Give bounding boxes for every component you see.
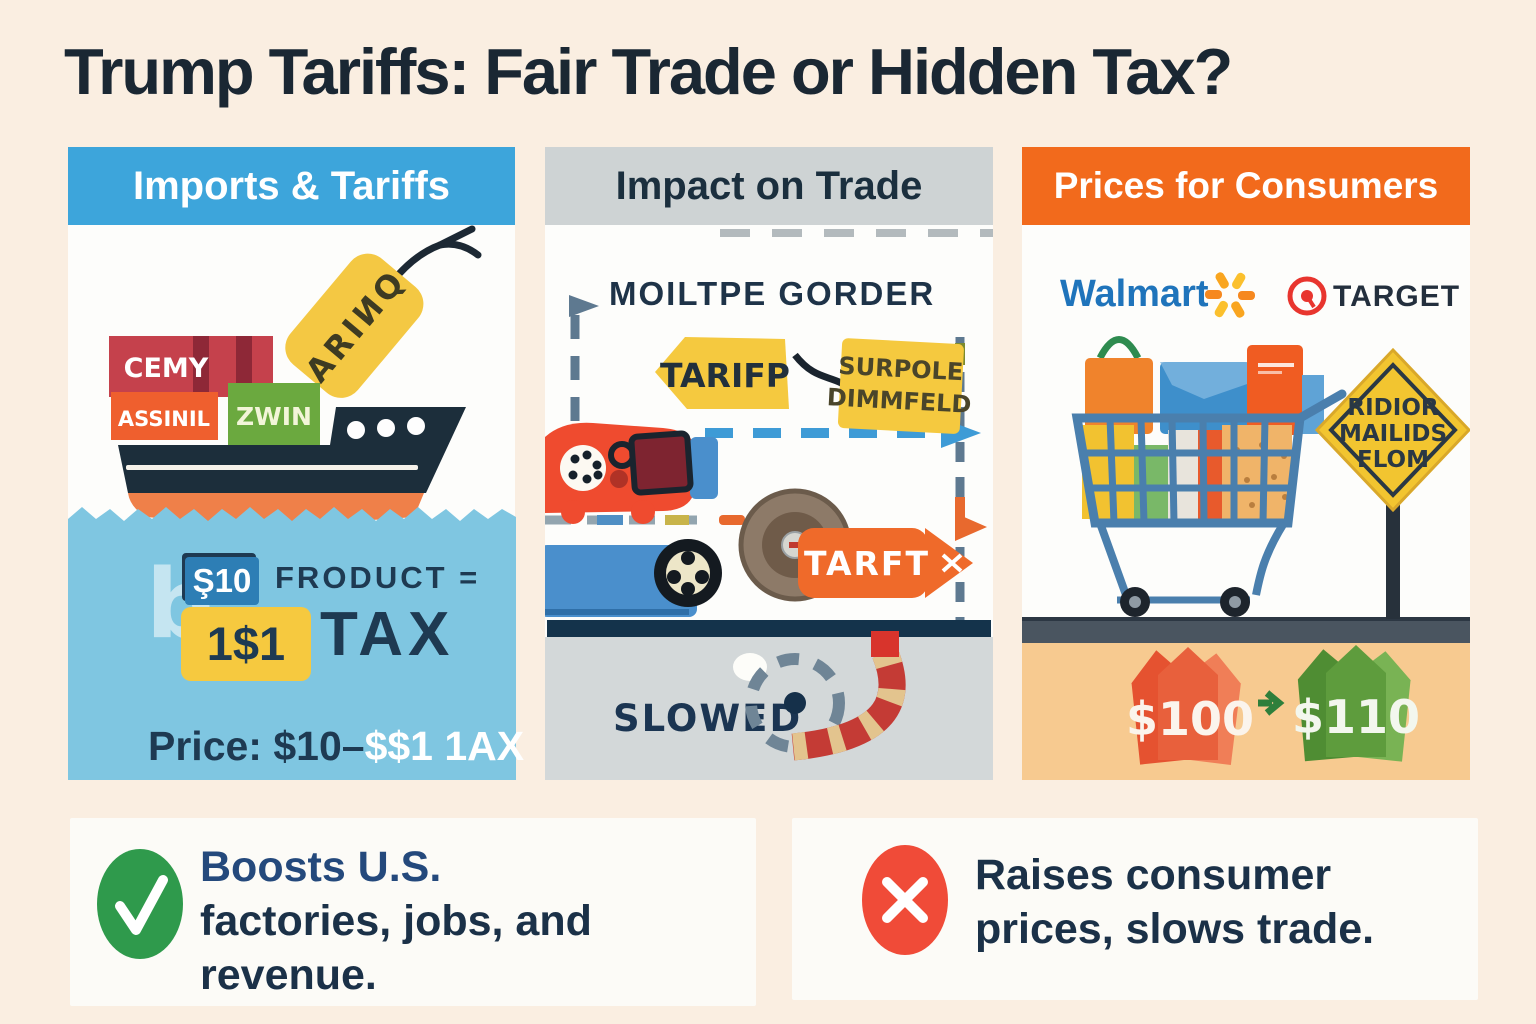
cargo-containers-icon: CEMY ASSINIL ZWIN [109,336,320,447]
x-icon [862,845,948,955]
divider-bar [547,620,991,637]
panel-impact-trade: Impact on Trade TARIFP [545,147,993,780]
target-logo-icon [1287,276,1327,316]
price-after-tags-icon: $110 [1292,645,1420,762]
check-icon [97,849,183,959]
sign-line3: FLOM [1357,447,1429,473]
note-line1: SURPOLE [838,352,964,387]
price-before-label: $100 [1126,692,1254,746]
price-tag-icon: ARIИQ [285,225,482,398]
cargo-ship-icon [118,407,466,523]
walmart-wordmark: Walmart [1060,273,1209,315]
verdict-pro-box: Boosts U.S. factories, jobs, and revenue… [70,818,756,1006]
road-strip [1022,617,1470,643]
price-after-label: $110 [1292,690,1420,744]
walmart-spark-icon [1205,272,1255,318]
price-before-tags-icon: $100 [1126,647,1254,765]
product-equation-label: FRODUCT = [275,560,481,595]
scribble-x-icon [941,553,963,573]
verdict-pro-line1: Boosts U.S. [200,843,442,891]
road-edge [1022,617,1470,621]
slowed-strip [545,637,993,780]
container-green-label: ZWIN [236,402,312,431]
panel-prices-consumers: Prices for Consumers [1022,147,1470,780]
price-summary-dark: Price: $10– [148,723,365,769]
panel-impact-header: Impact on Trade [545,147,993,225]
panel-imports-tariffs: Imports & Tariffs ARIИQ CEMY ASSINIL [68,147,524,780]
container-red-label: CEMY [124,353,209,384]
verdict-con-box: Raises consumer prices, slows trade. [792,818,1478,1000]
sign-line1: RIDIOR [1347,395,1438,421]
blue-truck-icon [545,539,722,617]
red-tractor-icon [545,422,718,524]
price-summary-line: Price: $10–$$1 1AX [148,723,524,770]
imports-illustration: ARIИQ CEMY ASSINIL ZWIN [68,225,516,780]
increase-arrow-icon [1258,690,1285,716]
verdict-con-line1: Raises consumer [975,851,1332,899]
target-wordmark: TARGET [1333,280,1461,313]
verdict-pro-text: Boosts U.S. factories, jobs, and revenue… [200,840,592,1002]
shopping-cart-icon [1071,389,1347,617]
impact-illustration: TARIFP SURPOLE DIMMFELD [545,229,993,780]
arrowhead-orange-icon [955,513,987,541]
verdict-pro-line3: revenue. [200,951,377,999]
tarft-tag-label: TARFT [804,544,930,583]
flag-icon [569,295,599,317]
slowed-label: SLOWED [613,697,802,740]
tax-label: TAX [320,600,455,669]
price-summary-light: $$1 1AX [364,723,525,769]
road-sign-icon: RIDIOR MAILIDS FLOM [1314,347,1470,619]
container-orange-label: ASSINIL [118,407,210,431]
tariff-sign-icon: TARIFP [655,337,790,409]
verdict-con-line2: prices, slows trade. [975,905,1375,953]
note-icon: SURPOLE DIMMFELD [826,338,972,434]
prices-illustration: RIDIOR MAILIDS FLOM $100 $110 [1022,272,1470,780]
verdict-con-text: Raises consumer prices, slows trade. [975,848,1374,956]
tax-chip: 1$1 [181,607,311,681]
panel-prices-header: Prices for Consumers [1022,147,1470,225]
page-title: Trump Tariffs: Fair Trade or Hidden Tax? [64,35,1233,108]
sign-line2: MAILIDS [1339,421,1447,447]
impact-heading: MOILTPE GORDER [609,275,936,312]
striped-hook-arrow-icon [791,631,906,761]
tariff-sign-label: TARIFP [660,356,790,395]
price-chip: Ş10 [185,557,259,605]
verdict-pro-line2: factories, jobs, and [200,897,592,945]
tarft-tag-icon: TARFT [798,528,973,598]
dashed-gear-icon [733,653,845,753]
panel-imports-header: Imports & Tariffs [68,147,515,225]
